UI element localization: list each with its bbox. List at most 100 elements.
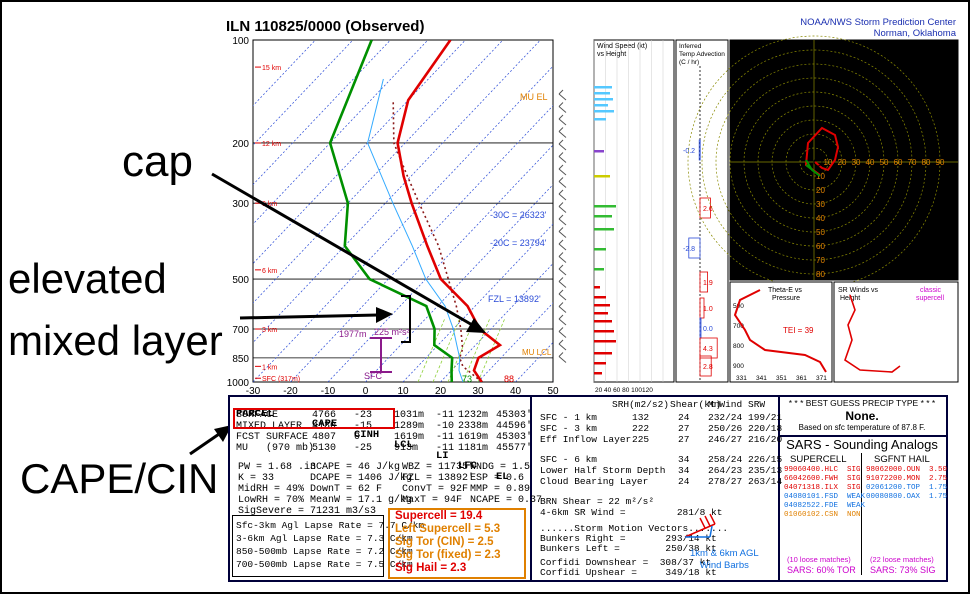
wind-barb-flag <box>558 152 564 157</box>
srw-title-2: Height <box>840 295 860 302</box>
temp-tick-label: 40 <box>510 386 522 397</box>
wind-speed-bar <box>594 205 616 208</box>
wind-barb <box>558 331 567 338</box>
kinematic-cell: 132 <box>632 412 650 423</box>
adv-bar <box>699 297 705 319</box>
kinematic-cell: 225 <box>632 434 650 445</box>
lapse-0-3: Sfc-3km Agl Lapse Rate = 7.7 C/km <box>236 520 425 531</box>
kinematic-table: SRH(m2/s2) Shear(kt) MnWind SRW SFC - 1 … <box>540 399 782 577</box>
srw-trace <box>844 294 901 373</box>
adv-bar <box>699 355 712 377</box>
kinematic-cell: 222 <box>632 423 650 434</box>
lapse-box <box>232 515 384 577</box>
kinematic-cell: 226/15 <box>748 454 783 465</box>
pressure-label: 1000 <box>227 378 250 389</box>
bunkers-right: Bunkers Right = 293/14 kt <box>540 533 717 544</box>
height-20c-label: -20C = 23794' <box>490 238 547 248</box>
theta-p-label: 800 <box>733 343 744 350</box>
esp: ESP = 0.6 <box>470 473 525 484</box>
parcel-cell: 5130 <box>312 443 337 454</box>
adv-value: -2.8 <box>683 246 695 253</box>
sfc-label: SFC <box>364 371 383 381</box>
parcel-cell: 1289m <box>394 421 425 432</box>
wind-barb <box>558 93 567 101</box>
wind-barb-flag <box>558 114 564 120</box>
wind-speed-bar <box>594 330 614 333</box>
kinematic-cell: Cloud Bearing Layer <box>540 476 649 487</box>
wind-speed-bar <box>594 352 612 355</box>
composite-box <box>388 508 526 579</box>
wind-barb <box>558 156 567 163</box>
wind-speed-bar <box>594 248 606 251</box>
pw: PW = 1.68 .in <box>238 462 317 473</box>
kinematic-panel <box>530 395 780 582</box>
col-lfc: LFC <box>458 460 477 472</box>
parcel-trace <box>392 100 483 382</box>
sars-match: 66042600.FWH SIG <box>784 475 861 483</box>
wind-barb-flag <box>558 127 564 132</box>
wind-speed-bar <box>594 296 606 299</box>
kin-head-shear: Shear(kt) <box>670 399 722 410</box>
temp-advection-panel <box>675 39 729 383</box>
wind-barb-flag <box>558 289 564 295</box>
wind-barb <box>558 231 567 238</box>
col-el: EL <box>496 470 509 483</box>
mu-el-label: MU EL <box>520 92 548 102</box>
wind-barb-flag <box>558 352 564 357</box>
adv-title-2: Temp Advection <box>679 51 725 58</box>
left-mover-marker <box>850 129 860 139</box>
theta-tick: 351 <box>776 375 787 382</box>
wind-barb <box>558 293 567 301</box>
wind-speed-bar <box>594 104 608 107</box>
precip-title: * * * BEST GUESS PRECIP TYPE * * * <box>788 398 936 408</box>
wind-speed-panel <box>593 39 675 383</box>
kinematic-cell: SFC - 3 km <box>540 423 598 434</box>
storm-motion-title: ......Storm Motion Vectors....... <box>540 523 729 534</box>
kinematic-cell: SFC - 1 km <box>540 412 598 423</box>
cape-arrowhead <box>214 425 232 442</box>
wind-barb-flag <box>558 214 564 220</box>
wind-barb-flag <box>558 189 564 195</box>
supercell-comp: Supercell = 19.4 <box>395 510 483 522</box>
wind-speed-bar <box>594 215 612 218</box>
parcel-cell: -11 <box>436 432 455 443</box>
parcel-cell: 0 <box>354 432 361 443</box>
annotation-elevated: elevated <box>8 255 167 302</box>
parcel-cell: -11 <box>436 443 455 454</box>
wind-barb-flag <box>558 327 564 332</box>
dcape-level-label: 1977m <box>339 329 367 339</box>
height-label: 1 km <box>262 364 277 371</box>
annotation-cape-cin: CAPE/CIN <box>20 455 219 502</box>
dcape: DCAPE = 1406 J/kg <box>310 473 413 484</box>
pressure-label: 500 <box>232 275 249 286</box>
wind-barb <box>558 118 567 126</box>
wind-speed-bar <box>594 268 604 271</box>
parcel-cell: -11 <box>436 410 455 421</box>
parcel-cell: -23 <box>354 410 373 421</box>
wind-speed-subtitle: vs Height <box>597 51 626 58</box>
isotherm-line <box>253 40 391 186</box>
wind-speed-bar <box>594 320 612 323</box>
cap-arrowhead <box>466 318 486 333</box>
col-lcl: LCL <box>394 439 413 451</box>
wind-speed-bar <box>594 228 614 231</box>
hodo-ring-label-v: 10 <box>816 172 825 181</box>
wind-barb-flag <box>558 177 564 182</box>
hodo-trace-red <box>804 126 840 176</box>
hodo-ring-label: 70 <box>908 158 917 167</box>
wind-barb-flag <box>558 252 564 257</box>
sars-match: 00080800.OAX 1.75 <box>866 493 948 501</box>
cape-arrow <box>189 430 223 456</box>
kinematic-cell: 263/14 <box>748 476 783 487</box>
sars-sup-matches: (10 loose matches) <box>787 555 851 564</box>
hodo-ring-label: 20 <box>838 158 847 167</box>
sars-hail-matches: (22 loose matches) <box>870 555 934 564</box>
kinematic-cell: 250/26 <box>708 423 743 434</box>
parcel-cell: 1619m <box>394 432 425 443</box>
wind-speed-bar <box>594 372 602 375</box>
wind-barb <box>558 243 567 251</box>
col-li: LI <box>436 449 449 462</box>
lapse-850-500: 850-500mb Lapse Rate = 7.2 C/km <box>236 546 413 557</box>
height-label: SFC (317m) <box>262 376 300 383</box>
adv-bar <box>699 271 708 293</box>
